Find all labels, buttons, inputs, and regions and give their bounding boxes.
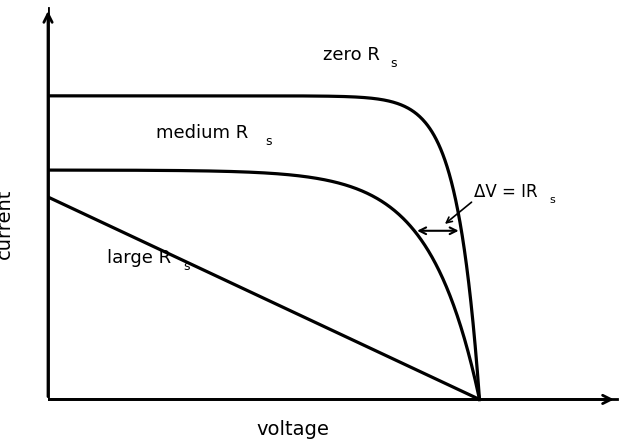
- Text: medium R: medium R: [156, 124, 248, 142]
- Text: voltage: voltage: [257, 420, 330, 439]
- Text: s: s: [266, 135, 272, 148]
- Text: large R: large R: [107, 249, 171, 267]
- Text: current: current: [0, 189, 13, 259]
- Text: zero R: zero R: [323, 46, 379, 64]
- Text: s: s: [183, 260, 190, 273]
- Text: ΔV = IR: ΔV = IR: [474, 183, 538, 201]
- Text: s: s: [390, 57, 397, 70]
- Text: s: s: [550, 195, 555, 205]
